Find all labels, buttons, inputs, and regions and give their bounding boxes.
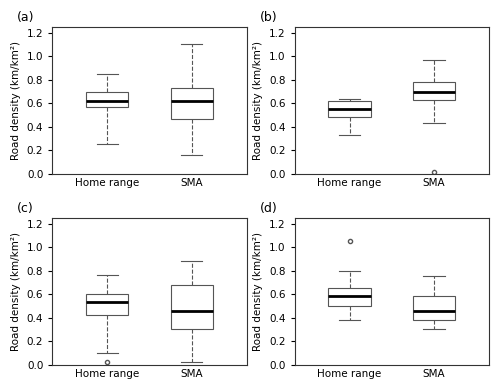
- PathPatch shape: [86, 92, 128, 107]
- Text: (d): (d): [260, 202, 278, 215]
- Y-axis label: Road density (km/km²): Road density (km/km²): [11, 41, 21, 160]
- Y-axis label: Road density (km/km²): Road density (km/km²): [254, 232, 264, 351]
- PathPatch shape: [170, 88, 213, 119]
- Y-axis label: Road density (km/km²): Road density (km/km²): [11, 232, 21, 351]
- Text: (b): (b): [260, 11, 278, 24]
- Text: (c): (c): [18, 202, 34, 215]
- PathPatch shape: [413, 82, 455, 100]
- PathPatch shape: [170, 285, 213, 330]
- PathPatch shape: [328, 101, 370, 117]
- Text: (a): (a): [18, 11, 35, 24]
- PathPatch shape: [86, 294, 128, 315]
- PathPatch shape: [413, 296, 455, 320]
- PathPatch shape: [328, 288, 370, 306]
- Y-axis label: Road density (km/km²): Road density (km/km²): [254, 41, 264, 160]
